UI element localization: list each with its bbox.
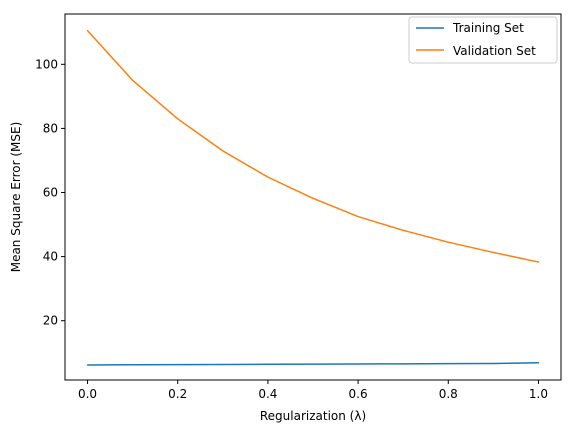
series-layer [86, 29, 540, 366]
y-tick-label: 60 [43, 186, 58, 200]
legend-label-training-set: Training Set [452, 21, 524, 35]
legend-label-validation-set: Validation Set [453, 44, 536, 58]
x-tick-label: 0.4 [258, 387, 277, 401]
x-tick-label: 0.2 [168, 387, 187, 401]
y-tick-label: 80 [43, 121, 58, 135]
x-tick-label: 0.8 [439, 387, 458, 401]
y-tick-label: 100 [35, 57, 58, 71]
x-axis-ticks: 0.0 0.2 0.4 0.6 0.8 1.0 [78, 380, 548, 401]
y-axis-ticks: 20 40 60 80 100 [35, 57, 65, 328]
legend: Training Set Validation Set [408, 16, 558, 64]
x-tick-label: 0.0 [78, 387, 97, 401]
y-tick-label: 40 [43, 250, 58, 264]
series-line-training-set [86, 361, 540, 366]
x-tick-label: 0.6 [349, 387, 368, 401]
x-axis-label: Regularization (λ) [260, 409, 366, 423]
plot-area [64, 13, 562, 381]
y-axis-label: Mean Square Error (MSE) [9, 122, 23, 273]
series-line-validation-set [86, 29, 540, 263]
y-tick-label: 20 [43, 314, 58, 328]
legend-box [408, 16, 558, 64]
x-tick-label: 1.0 [529, 387, 548, 401]
